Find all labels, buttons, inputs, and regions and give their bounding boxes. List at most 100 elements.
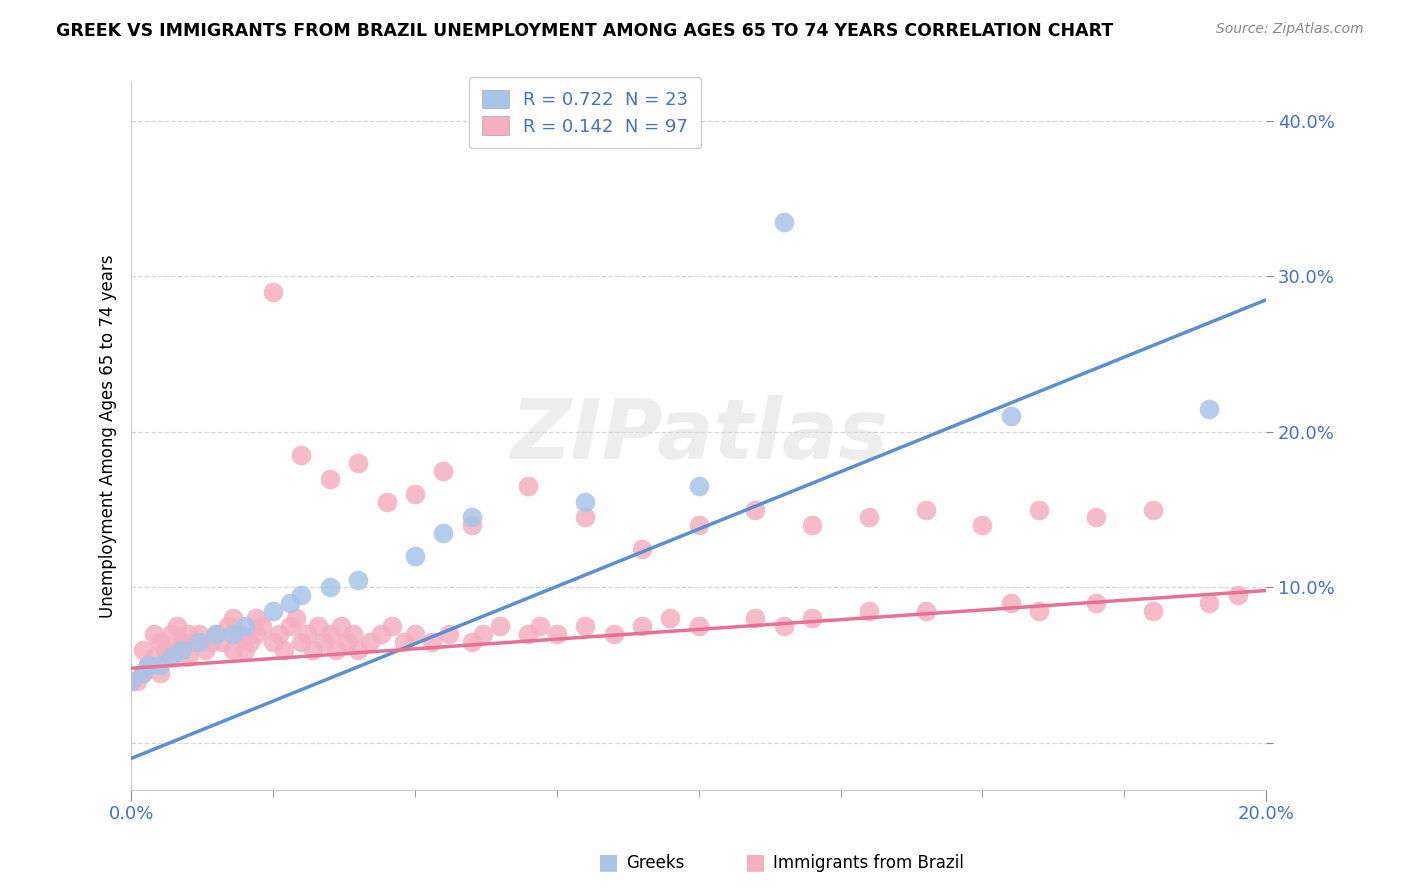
Point — [688, 619, 710, 633]
Point — [659, 611, 682, 625]
Text: Source: ZipAtlas.com: Source: ZipAtlas.com — [1216, 22, 1364, 37]
Point — [404, 549, 426, 564]
Point — [262, 604, 284, 618]
Point — [188, 627, 211, 641]
Point — [273, 642, 295, 657]
Legend: R = 0.722  N = 23, R = 0.142  N = 97: R = 0.722 N = 23, R = 0.142 N = 97 — [470, 77, 702, 148]
Point — [1028, 604, 1050, 618]
Point — [914, 604, 936, 618]
Point — [314, 635, 336, 649]
Point — [688, 518, 710, 533]
Point — [574, 619, 596, 633]
Point — [188, 635, 211, 649]
Point — [1000, 409, 1022, 424]
Point — [460, 518, 482, 533]
Point — [222, 611, 245, 625]
Point — [233, 619, 256, 633]
Point — [228, 627, 250, 641]
Point — [205, 627, 228, 641]
Point — [319, 581, 342, 595]
Text: GREEK VS IMMIGRANTS FROM BRAZIL UNEMPLOYMENT AMONG AGES 65 TO 74 YEARS CORRELATI: GREEK VS IMMIGRANTS FROM BRAZIL UNEMPLOY… — [56, 22, 1114, 40]
Point — [325, 642, 347, 657]
Point — [131, 665, 153, 680]
Point — [142, 627, 165, 641]
Point — [177, 650, 200, 665]
Point — [262, 285, 284, 299]
Point — [472, 627, 495, 641]
Point — [404, 487, 426, 501]
Point — [308, 619, 330, 633]
Point — [1084, 596, 1107, 610]
Point — [120, 673, 142, 688]
Point — [131, 665, 153, 680]
Point — [284, 611, 307, 625]
Point — [858, 510, 880, 524]
Point — [233, 642, 256, 657]
Point — [801, 518, 824, 533]
Point — [330, 619, 353, 633]
Point — [1198, 596, 1220, 610]
Point — [1084, 510, 1107, 524]
Point — [420, 635, 443, 649]
Point — [432, 464, 454, 478]
Y-axis label: Unemployment Among Ages 65 to 74 years: Unemployment Among Ages 65 to 74 years — [100, 254, 117, 617]
Point — [336, 635, 359, 649]
Point — [437, 627, 460, 641]
Point — [278, 596, 301, 610]
Point — [149, 658, 172, 673]
Point — [858, 604, 880, 618]
Point — [489, 619, 512, 633]
Point — [120, 673, 142, 688]
Point — [342, 627, 364, 641]
Point — [183, 635, 205, 649]
Point — [801, 611, 824, 625]
Point — [245, 627, 267, 641]
Point — [290, 635, 312, 649]
Point — [222, 627, 245, 641]
Point — [155, 642, 177, 657]
Text: Greeks: Greeks — [626, 855, 685, 872]
Text: ZIPatlas: ZIPatlas — [510, 395, 887, 476]
Point — [319, 472, 342, 486]
Point — [517, 479, 540, 493]
Point — [250, 619, 273, 633]
Point — [375, 495, 398, 509]
Point — [166, 642, 188, 657]
Point — [460, 635, 482, 649]
Text: ■: ■ — [745, 853, 766, 872]
Point — [239, 635, 262, 649]
Point — [211, 635, 233, 649]
Point — [262, 635, 284, 649]
Point — [205, 627, 228, 641]
Point — [972, 518, 994, 533]
Point — [194, 642, 217, 657]
Point — [546, 627, 568, 641]
Point — [149, 665, 172, 680]
Point — [574, 510, 596, 524]
Point — [1000, 596, 1022, 610]
Point — [744, 502, 766, 516]
Point — [142, 650, 165, 665]
Point — [392, 635, 415, 649]
Point — [631, 619, 654, 633]
Point — [222, 642, 245, 657]
Point — [359, 635, 381, 649]
Point — [125, 673, 148, 688]
Point — [688, 479, 710, 493]
Point — [529, 619, 551, 633]
Point — [574, 495, 596, 509]
Point — [301, 642, 323, 657]
Point — [160, 650, 183, 665]
Point — [1226, 588, 1249, 602]
Point — [177, 627, 200, 641]
Point — [347, 642, 370, 657]
Point — [404, 627, 426, 641]
Point — [744, 611, 766, 625]
Point — [290, 448, 312, 462]
Point — [347, 456, 370, 470]
Point — [381, 619, 404, 633]
Point — [517, 627, 540, 641]
Point — [1198, 401, 1220, 416]
Point — [245, 611, 267, 625]
Point — [136, 658, 159, 673]
